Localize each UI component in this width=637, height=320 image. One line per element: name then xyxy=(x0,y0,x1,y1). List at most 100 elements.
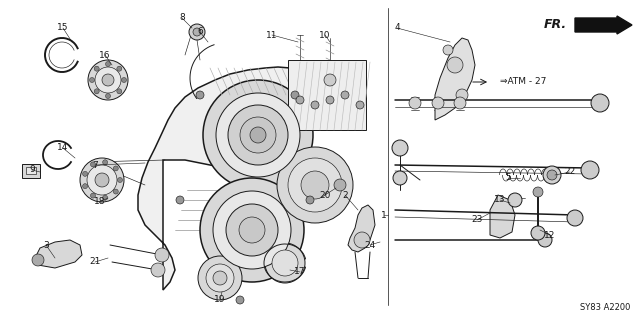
Circle shape xyxy=(543,166,561,184)
Circle shape xyxy=(311,101,319,109)
Bar xyxy=(288,60,366,130)
Circle shape xyxy=(90,162,96,167)
Circle shape xyxy=(454,97,466,109)
Text: 7: 7 xyxy=(92,161,98,170)
Text: 11: 11 xyxy=(266,30,278,39)
Circle shape xyxy=(203,80,313,190)
Circle shape xyxy=(117,66,122,71)
Text: 8: 8 xyxy=(179,13,185,22)
Circle shape xyxy=(533,187,543,197)
Circle shape xyxy=(581,161,599,179)
Circle shape xyxy=(341,91,349,99)
Circle shape xyxy=(538,233,552,247)
Text: 4: 4 xyxy=(394,23,400,33)
Text: 1: 1 xyxy=(381,211,387,220)
Circle shape xyxy=(94,89,99,94)
Circle shape xyxy=(334,179,346,191)
Circle shape xyxy=(447,57,463,73)
Circle shape xyxy=(301,171,329,199)
Circle shape xyxy=(392,140,408,156)
Circle shape xyxy=(356,101,364,109)
Bar xyxy=(26,167,36,174)
Circle shape xyxy=(216,93,300,177)
Polygon shape xyxy=(490,195,515,238)
Circle shape xyxy=(213,191,291,269)
Polygon shape xyxy=(435,38,475,120)
Text: SY83 A2200: SY83 A2200 xyxy=(580,303,631,313)
Bar xyxy=(22,164,40,178)
Circle shape xyxy=(32,254,44,266)
Circle shape xyxy=(393,171,407,185)
Text: 22: 22 xyxy=(564,167,576,177)
Text: 19: 19 xyxy=(214,295,225,305)
Circle shape xyxy=(113,189,118,194)
Circle shape xyxy=(240,117,276,153)
Circle shape xyxy=(117,89,122,94)
Circle shape xyxy=(155,248,169,262)
Polygon shape xyxy=(35,240,82,268)
Text: 24: 24 xyxy=(364,241,376,250)
Text: 9: 9 xyxy=(29,165,35,174)
Polygon shape xyxy=(138,67,305,290)
Text: 2: 2 xyxy=(342,190,348,199)
Circle shape xyxy=(508,193,522,207)
Circle shape xyxy=(198,256,242,300)
FancyArrow shape xyxy=(575,16,632,34)
Text: 5: 5 xyxy=(505,173,511,182)
Text: 20: 20 xyxy=(319,190,331,199)
Circle shape xyxy=(106,61,110,67)
Circle shape xyxy=(189,24,205,40)
Circle shape xyxy=(94,66,99,71)
Text: 21: 21 xyxy=(89,258,101,267)
Circle shape xyxy=(113,166,118,171)
Circle shape xyxy=(443,45,453,55)
Circle shape xyxy=(102,74,114,86)
Circle shape xyxy=(265,243,305,283)
Circle shape xyxy=(291,91,299,99)
Circle shape xyxy=(95,67,121,93)
Circle shape xyxy=(103,195,108,200)
Circle shape xyxy=(236,296,244,304)
Text: 16: 16 xyxy=(99,51,111,60)
Circle shape xyxy=(531,226,545,240)
Circle shape xyxy=(90,77,94,83)
Circle shape xyxy=(95,173,109,187)
Circle shape xyxy=(228,105,288,165)
Circle shape xyxy=(103,160,108,165)
Circle shape xyxy=(80,158,124,202)
Circle shape xyxy=(88,60,128,100)
Circle shape xyxy=(106,93,110,99)
Circle shape xyxy=(176,196,184,204)
Circle shape xyxy=(200,178,304,282)
Circle shape xyxy=(547,170,557,180)
Circle shape xyxy=(206,264,234,292)
Circle shape xyxy=(277,147,353,223)
Text: ⇒ATM - 27: ⇒ATM - 27 xyxy=(500,77,547,86)
Text: 12: 12 xyxy=(544,230,555,239)
Circle shape xyxy=(432,97,444,109)
Polygon shape xyxy=(348,205,375,252)
Text: 13: 13 xyxy=(494,196,506,204)
Circle shape xyxy=(213,271,227,285)
Text: 3: 3 xyxy=(43,241,49,250)
Circle shape xyxy=(326,96,334,104)
Text: 6: 6 xyxy=(197,28,203,36)
Circle shape xyxy=(354,232,370,248)
Circle shape xyxy=(226,204,278,256)
Circle shape xyxy=(409,97,421,109)
Circle shape xyxy=(239,217,265,243)
Circle shape xyxy=(567,210,583,226)
Circle shape xyxy=(83,184,87,189)
Circle shape xyxy=(196,91,204,99)
Text: 18: 18 xyxy=(94,197,106,206)
Circle shape xyxy=(288,158,342,212)
Circle shape xyxy=(250,127,266,143)
Text: 17: 17 xyxy=(294,268,306,276)
Circle shape xyxy=(296,96,304,104)
Text: FR.: FR. xyxy=(544,19,567,31)
Circle shape xyxy=(87,165,117,195)
Circle shape xyxy=(122,77,127,83)
Text: 23: 23 xyxy=(471,215,483,225)
Circle shape xyxy=(272,250,298,276)
Circle shape xyxy=(591,94,609,112)
